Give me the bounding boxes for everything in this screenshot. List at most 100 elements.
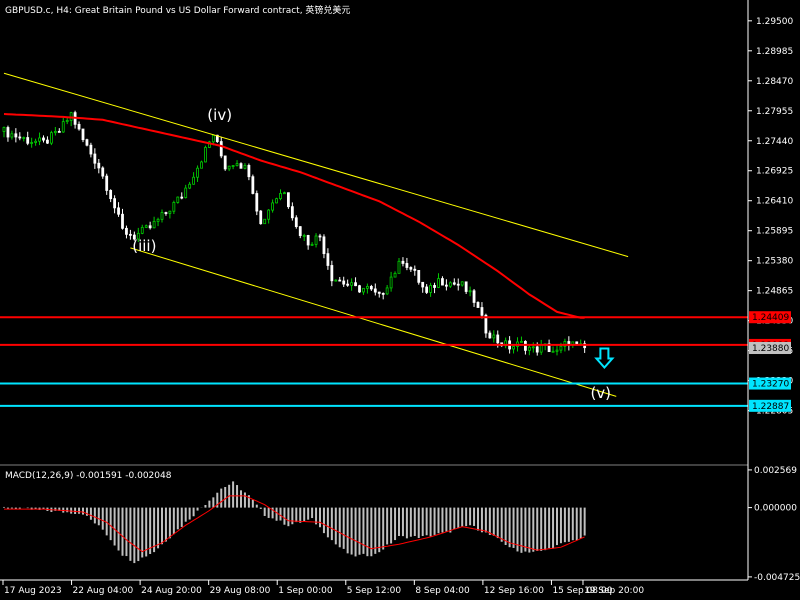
candle-body (286, 192, 290, 208)
candle-body (215, 134, 219, 142)
candle (14, 128, 18, 143)
price-tick-label: 1.25380 (756, 257, 793, 267)
macd-signal-line (4, 495, 585, 553)
candle-body (413, 268, 417, 271)
macd-label: MACD(12,26,9) -0.001591 -0.002048 (5, 471, 172, 481)
macd-signal-layer (4, 495, 585, 553)
candle (89, 142, 93, 158)
candle (38, 132, 41, 146)
candle-body (279, 193, 282, 200)
candle (393, 271, 397, 278)
candle-body (247, 165, 251, 178)
macd-histogram (3, 481, 586, 564)
wave-labels-layer: (iv) (iii) (v) (132, 106, 611, 402)
current-price-label-text: 1.23880 (752, 344, 789, 354)
time-tick-label: 8 Sep 04:00 (415, 586, 470, 596)
candle (298, 226, 302, 239)
candle-body (117, 207, 120, 215)
candle-body (93, 153, 97, 164)
candle (472, 289, 476, 307)
time-axis[interactable]: 17 Aug 2023 22 Aug 04:00 24 Aug 20:00 29 Au… (0, 579, 748, 596)
candle-body (219, 141, 223, 157)
candle-body (2, 127, 6, 132)
trend-channel-layer (3, 72, 629, 397)
candle-body (302, 235, 306, 237)
candle-body (152, 220, 156, 229)
candle (18, 132, 22, 141)
candle-body (512, 346, 515, 350)
price-tick-label: 1.28470 (756, 77, 793, 87)
candle-body (132, 234, 136, 240)
candle-body (10, 133, 14, 138)
candle-body (480, 307, 484, 316)
candle (444, 279, 448, 291)
price-tick-label: 1.24865 (756, 287, 793, 297)
macd-tick-label: 0.000000 (754, 504, 797, 514)
price-tick-label: 1.29500 (756, 17, 793, 27)
candle (429, 282, 433, 297)
candle (555, 344, 559, 356)
candle (61, 117, 65, 133)
candle-body (389, 276, 393, 289)
candle (520, 336, 523, 343)
candle-body (294, 217, 298, 228)
candle (109, 189, 113, 203)
candle (26, 131, 30, 146)
candle (369, 284, 373, 291)
price-axis[interactable]: 1.29500 1.28985 1.28470 1.27955 1.27440 1.269… (747, 0, 800, 583)
candle-body (310, 243, 314, 246)
candle-body (476, 302, 480, 308)
candle-body (168, 210, 172, 214)
candle (346, 279, 350, 287)
candle (46, 136, 49, 144)
candle-body (22, 137, 26, 139)
candle (385, 285, 389, 296)
price-panel[interactable]: (iv) (iii) (v) GBPUSD.c, H4: Great Britain… (0, 4, 748, 407)
candle-body (448, 282, 452, 287)
candle-body (484, 314, 488, 334)
wave-label: (iv) (207, 106, 232, 124)
candle (2, 126, 6, 138)
down-arrow-icon (594, 347, 615, 369)
candle (160, 209, 164, 223)
candle (148, 221, 152, 230)
candle-body (18, 136, 22, 139)
candle (306, 234, 310, 250)
candle-body (275, 198, 278, 204)
candle-body (290, 206, 294, 219)
time-tick-label: 15 Sep 08:00 (552, 586, 612, 596)
level-price-label: 1.24409 (749, 311, 791, 324)
candle-body (271, 202, 275, 211)
candle-body (452, 282, 456, 285)
candle-body (334, 279, 338, 282)
current-price-label: 1.23880 (749, 342, 791, 355)
candle-body (57, 131, 61, 133)
candle (286, 192, 290, 209)
candle-body (26, 137, 30, 144)
candle-body (575, 341, 579, 345)
candle-body (263, 218, 267, 225)
macd-panel[interactable]: MACD(12,26,9) -0.001591 -0.002048 (0, 464, 748, 564)
macd-tick-label: 0.002569 (754, 466, 797, 476)
candle (121, 208, 124, 230)
candle (22, 136, 26, 142)
candle (362, 287, 365, 295)
candle-body (239, 163, 243, 169)
candle-body (535, 346, 539, 353)
candle-body (184, 187, 188, 198)
candle-body (97, 162, 101, 169)
level-price-label-bg (749, 377, 791, 390)
candle-body (188, 183, 192, 189)
candle-body (211, 134, 215, 143)
candle-body (30, 142, 34, 144)
candle (492, 330, 496, 343)
candle-body (235, 163, 239, 166)
candle-body (429, 285, 433, 293)
candle (433, 282, 436, 294)
candle-body (77, 123, 81, 130)
time-tick-label: 22 Aug 04:00 (73, 586, 134, 596)
candle (527, 344, 531, 356)
candle (140, 224, 144, 235)
